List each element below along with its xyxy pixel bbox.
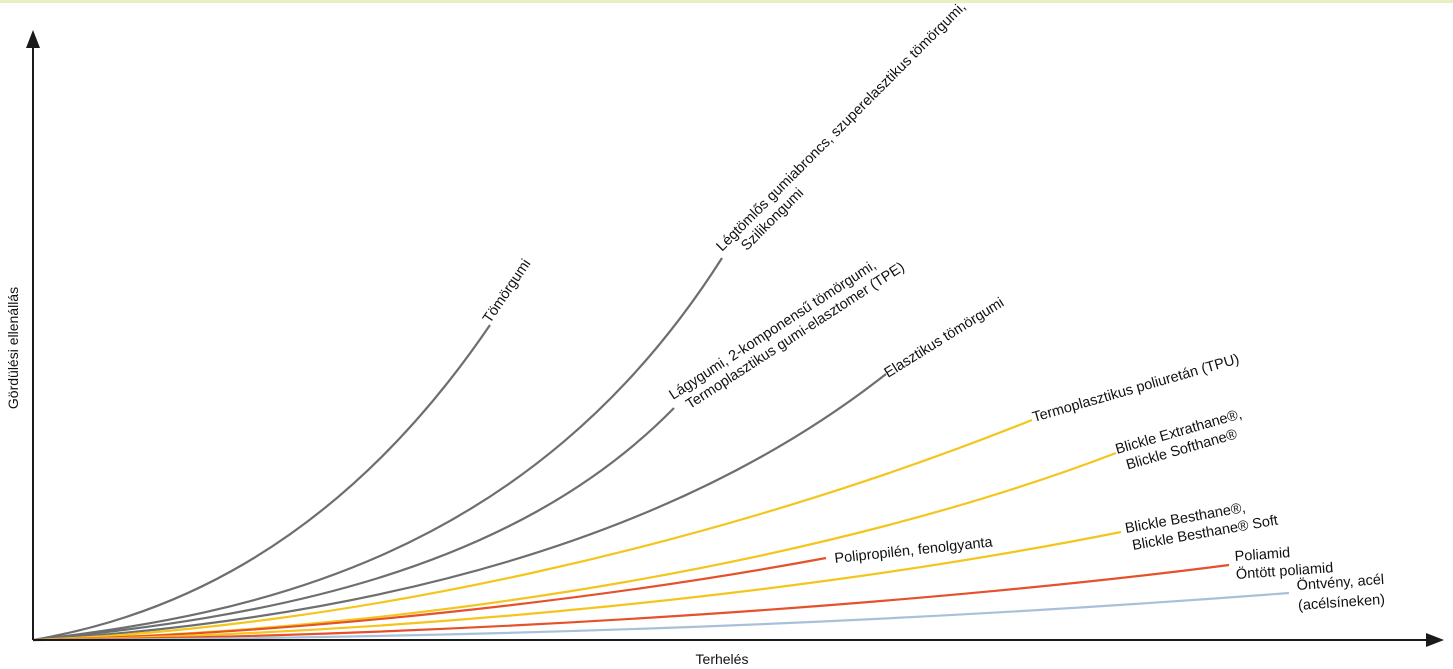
curve-tpu	[32, 418, 1033, 642]
curve-lagygumi-tpe	[32, 407, 675, 642]
curve-label-ontveny-acel: Öntvény, acél (acélsíneken)	[1296, 570, 1390, 614]
x-axis-arrow-icon	[1426, 633, 1444, 647]
curves-group	[32, 257, 1290, 642]
curve-elasztikus-tomorgumi	[32, 373, 887, 642]
curve-label-besthane: Blickle Besthane®, Blickle Besthane® Sof…	[1124, 495, 1279, 555]
curve-besthane	[32, 530, 1122, 642]
curve-label-lagygumi-tpe: Lágygumi, 2-komponensű tömörgumi, Termop…	[666, 245, 907, 418]
curve-label-extrathane-softhane: Blickle Extrathane®, Blickle Softhane®	[1114, 405, 1253, 475]
curve-legtomlos-gumiabroncs	[32, 257, 723, 642]
curve-tomorgumi	[32, 324, 491, 642]
axes-group	[26, 30, 1444, 647]
curve-polipropilen-fenolgyanta	[32, 556, 827, 642]
y-axis-title: Gördülési ellenállás	[5, 287, 21, 409]
x-axis-title: Terhelés	[696, 651, 749, 667]
curve-label-legtomlos-gumiabroncs: Légtömlős gumiabroncs, szuperelasztikus …	[714, 0, 985, 267]
curve-label-tomorgumi: Tömörgumi	[480, 256, 534, 326]
y-axis-arrow-icon	[26, 30, 40, 48]
top-border-line	[0, 0, 1453, 3]
curve-label-elasztikus-tomorgumi: Elasztikus tömörgumi	[882, 295, 1007, 382]
curve-poliamid	[32, 563, 1230, 642]
curve-label-polipropilen-fenolgyanta: Polipropilén, fenolgyanta	[834, 534, 995, 567]
curve-labels-group: Tömörgumi Légtömlős gumiabroncs, szupere…	[480, 0, 1390, 614]
curve-ontveny-acel	[32, 591, 1290, 642]
